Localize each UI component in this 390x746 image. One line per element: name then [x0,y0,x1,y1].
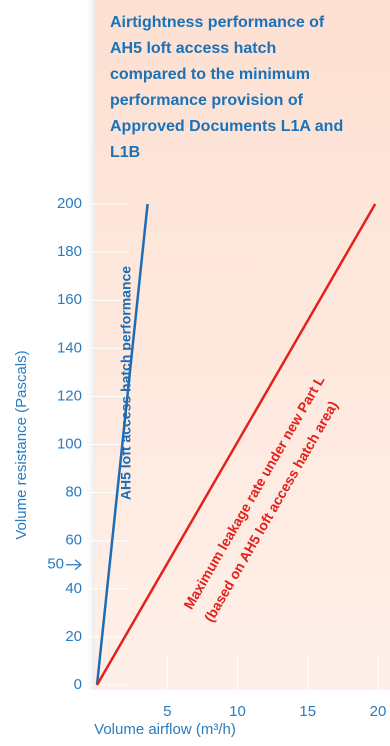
y-tick-label: 80 [65,484,82,501]
chart-title: Airtightness performance of AH5 loft acc… [110,14,344,161]
y-tick-label: 140 [57,339,82,356]
panel-shadow [84,0,96,690]
x-tick-label: 5 [163,703,171,720]
y-tick-label: 0 [74,676,82,693]
y-axis-label: Volume resistance (Pascals) [13,350,30,539]
y-tick-label: 20 [65,628,82,645]
y-tick-label: 120 [57,387,82,404]
x-tick-label: 15 [299,703,316,720]
annotation: 50 [47,556,64,573]
y-tick-label: 200 [57,195,82,212]
x-tick-label: 10 [229,703,246,720]
y-tick-label: 180 [57,243,82,260]
panel [95,0,390,690]
series-line [95,203,377,686]
x-axis-label: Volume airflow (m³/h) [94,721,236,738]
series-label: AH5 loft access hatch performance [118,266,134,500]
y-tick-label: 40 [65,580,82,597]
series-line [95,203,149,686]
x-tick-label: 20 [370,703,387,720]
y-tick-label: 100 [57,435,82,452]
y-tick-label: 160 [57,291,82,308]
y-tick-label: 60 [65,532,82,549]
annotation-arrow [66,559,82,571]
